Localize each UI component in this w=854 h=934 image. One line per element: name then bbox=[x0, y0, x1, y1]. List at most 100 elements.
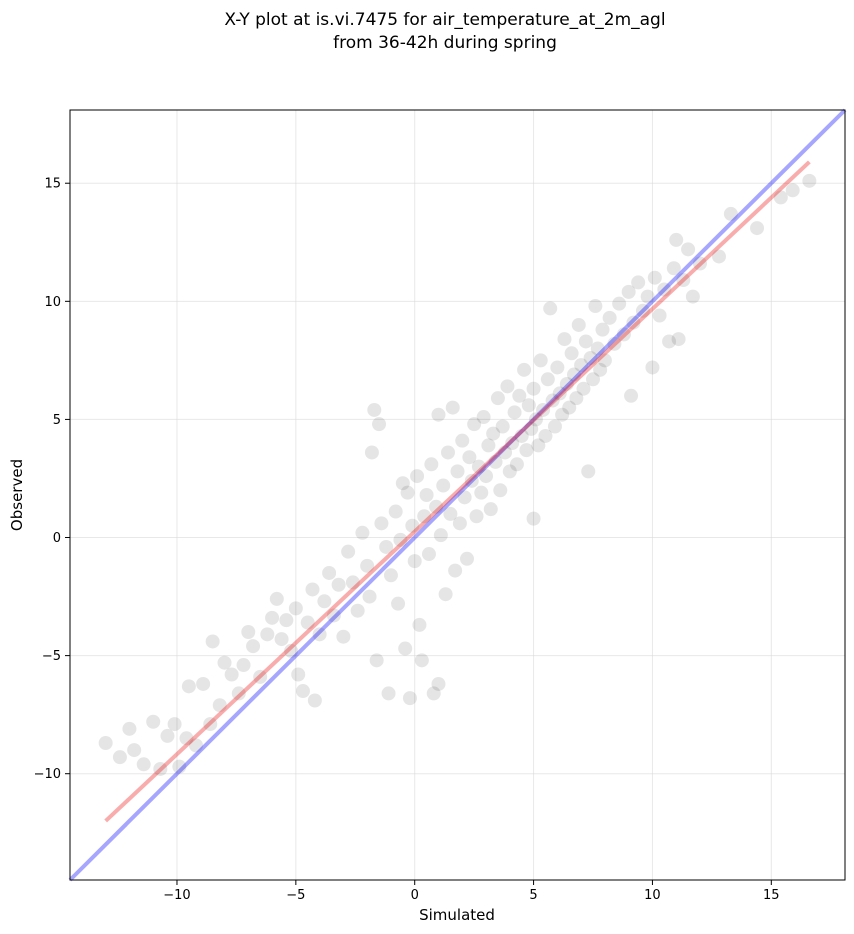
data-point bbox=[495, 419, 510, 434]
x-tick-label: −5 bbox=[286, 888, 305, 903]
data-point bbox=[723, 206, 738, 221]
data-point bbox=[493, 483, 508, 498]
y-tick-label: 15 bbox=[44, 177, 61, 192]
data-point bbox=[345, 575, 360, 590]
data-point bbox=[231, 686, 246, 701]
data-point bbox=[479, 469, 494, 484]
data-point bbox=[526, 381, 541, 396]
data-point bbox=[172, 759, 187, 774]
data-point bbox=[393, 532, 408, 547]
data-point bbox=[400, 485, 415, 500]
data-point bbox=[307, 693, 322, 708]
data-point bbox=[471, 459, 486, 474]
data-point bbox=[317, 594, 332, 609]
data-point bbox=[545, 393, 560, 408]
data-point bbox=[460, 551, 475, 566]
data-point bbox=[647, 270, 662, 285]
data-point bbox=[502, 464, 517, 479]
data-point bbox=[362, 589, 377, 604]
data-point bbox=[417, 509, 432, 524]
data-point bbox=[476, 410, 491, 425]
data-point bbox=[681, 242, 696, 257]
data-point bbox=[355, 525, 370, 540]
data-point bbox=[419, 488, 434, 502]
data-point bbox=[450, 464, 465, 479]
data-point bbox=[167, 717, 182, 732]
x-axis-ticks: −10 −5 0 5 10 15 bbox=[163, 880, 780, 903]
data-point bbox=[421, 547, 436, 562]
data-point bbox=[602, 310, 617, 325]
data-point bbox=[260, 627, 275, 642]
data-point bbox=[379, 539, 394, 554]
data-point bbox=[488, 454, 503, 469]
data-point bbox=[136, 757, 151, 772]
data-point bbox=[685, 289, 700, 304]
data-point bbox=[467, 417, 482, 432]
data-point bbox=[98, 736, 113, 751]
data-point bbox=[509, 457, 524, 472]
data-point bbox=[367, 402, 382, 417]
data-point bbox=[566, 367, 581, 382]
data-point bbox=[557, 332, 572, 347]
data-point bbox=[381, 686, 396, 701]
data-point bbox=[274, 632, 289, 647]
y-tick-label: −10 bbox=[34, 767, 61, 782]
data-point bbox=[464, 473, 479, 488]
data-point bbox=[483, 502, 498, 517]
data-point bbox=[326, 608, 341, 623]
data-point bbox=[402, 691, 417, 706]
data-point bbox=[569, 391, 584, 406]
data-point bbox=[669, 232, 684, 247]
data-point bbox=[305, 582, 320, 597]
data-point bbox=[773, 190, 788, 205]
data-point bbox=[122, 721, 137, 736]
data-point bbox=[578, 334, 593, 349]
data-point bbox=[624, 388, 639, 403]
data-point bbox=[265, 610, 280, 625]
x-tick-label: −10 bbox=[163, 888, 190, 903]
data-point bbox=[498, 445, 513, 460]
data-point bbox=[576, 381, 591, 396]
data-point bbox=[559, 376, 574, 391]
data-point bbox=[312, 627, 327, 642]
data-point bbox=[593, 362, 608, 377]
data-point bbox=[405, 518, 420, 533]
data-point bbox=[692, 256, 707, 271]
y-tick-label: 10 bbox=[44, 295, 61, 310]
data-point bbox=[429, 499, 444, 514]
data-point bbox=[246, 639, 261, 654]
data-point bbox=[581, 464, 596, 479]
y-axis-label: Observed bbox=[8, 459, 26, 531]
data-point bbox=[217, 655, 232, 670]
x-tick-label: 15 bbox=[763, 888, 780, 903]
data-point bbox=[288, 601, 303, 616]
data-point bbox=[490, 391, 505, 406]
data-point bbox=[336, 629, 351, 644]
data-point bbox=[481, 438, 496, 453]
data-point bbox=[291, 667, 306, 682]
data-point bbox=[398, 641, 413, 656]
y-tick-label: −5 bbox=[42, 649, 61, 664]
data-point bbox=[188, 738, 203, 753]
data-point bbox=[448, 563, 463, 578]
data-point bbox=[331, 577, 346, 592]
data-point bbox=[203, 717, 218, 732]
data-point bbox=[469, 509, 484, 524]
data-point bbox=[300, 615, 315, 630]
data-point bbox=[196, 676, 211, 691]
one-to-one-line bbox=[68, 108, 847, 882]
data-point bbox=[414, 653, 429, 668]
data-point bbox=[657, 282, 672, 297]
data-point bbox=[431, 676, 446, 691]
data-point bbox=[540, 372, 555, 387]
data-point bbox=[517, 362, 532, 377]
data-point bbox=[224, 667, 239, 682]
data-point bbox=[519, 443, 534, 458]
data-point bbox=[443, 506, 458, 521]
data-point bbox=[412, 617, 427, 632]
data-point bbox=[536, 402, 551, 417]
data-point bbox=[635, 303, 650, 318]
data-point bbox=[269, 591, 284, 606]
data-point bbox=[524, 421, 539, 436]
